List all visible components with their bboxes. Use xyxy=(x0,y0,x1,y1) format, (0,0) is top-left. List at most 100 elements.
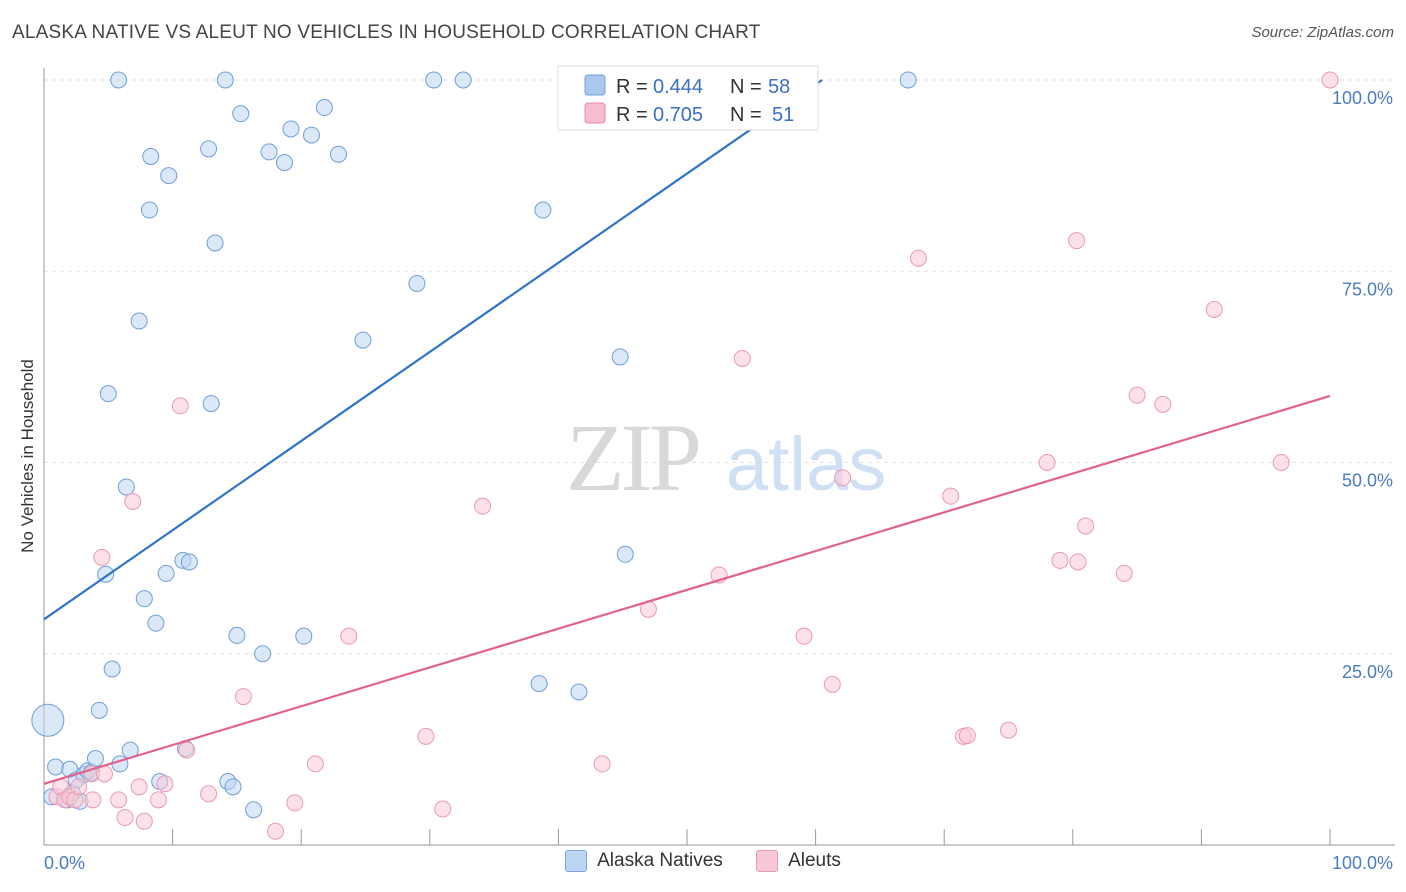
point-alaska-natives-44 xyxy=(295,627,313,645)
point-aleuts-26 xyxy=(434,800,452,818)
point-alaska-natives-26 xyxy=(157,564,175,582)
point-alaska-natives-22 xyxy=(140,201,158,219)
point-aleuts-40 xyxy=(1038,454,1056,471)
point-aleuts-49 xyxy=(1272,454,1290,471)
legend-swatch-aleuts xyxy=(756,850,779,872)
point-aleuts-23 xyxy=(306,755,324,773)
point-aleuts-34 xyxy=(834,469,852,487)
stats-legend-r-label-0: R = xyxy=(616,76,648,98)
point-alaska-natives-36 xyxy=(224,778,242,796)
series-legend: Alaska Natives Aleuts xyxy=(0,850,1406,878)
point-aleuts-11 xyxy=(116,808,134,826)
stats-legend-n-label-1: N = xyxy=(730,104,762,126)
point-alaska-natives-40 xyxy=(254,645,272,663)
point-aleuts-16 xyxy=(156,775,174,793)
point-alaska-natives-57 xyxy=(899,71,917,89)
legend-swatch-alaska-natives xyxy=(565,850,588,872)
point-aleuts-19 xyxy=(200,785,218,803)
point-alaska-natives-34 xyxy=(216,71,234,89)
point-alaska-natives-51 xyxy=(454,71,472,89)
point-alaska-natives-56 xyxy=(616,545,634,563)
point-alaska-natives-12 xyxy=(90,701,108,719)
trend-lines xyxy=(43,79,1331,785)
point-alaska-natives-37 xyxy=(228,626,246,644)
legend-label-alaska-natives: Alaska Natives xyxy=(597,850,723,871)
point-aleuts-32 xyxy=(795,627,813,645)
point-alaska-natives-14 xyxy=(99,385,117,403)
point-aleuts-42 xyxy=(1068,232,1086,250)
point-alaska-natives-49 xyxy=(408,274,426,292)
y-tick-label-2: 75.0% xyxy=(1342,279,1393,299)
point-alaska-natives-47 xyxy=(329,145,347,163)
point-aleuts-24 xyxy=(340,627,358,645)
point-aleuts-43 xyxy=(1069,553,1087,571)
point-aleuts-14 xyxy=(135,812,153,830)
legend-item-alaska-natives: Alaska Natives xyxy=(565,850,723,872)
tick-labels: 25.0% 50.0% 75.0% 100.0% 0.0% 100.0% xyxy=(44,88,1393,873)
watermark: ZIP atlas xyxy=(566,404,886,511)
point-aleuts-45 xyxy=(1115,564,1133,582)
legend-label-aleuts: Aleuts xyxy=(788,850,841,871)
point-alaska-natives-11 xyxy=(86,750,104,768)
point-aleuts-46 xyxy=(1128,386,1146,404)
point-aleuts-44 xyxy=(1077,517,1095,535)
point-alaska-natives-21 xyxy=(135,590,153,608)
stats-legend-swatch-0 xyxy=(584,74,606,96)
point-alaska-natives-42 xyxy=(275,154,293,172)
point-alaska-natives-46 xyxy=(315,99,333,117)
point-alaska-natives-27 xyxy=(160,167,178,185)
point-alaska-natives-55 xyxy=(611,348,629,366)
point-aleuts-31 xyxy=(733,349,751,367)
stats-legend-swatch-1 xyxy=(584,102,606,124)
point-aleuts-47 xyxy=(1154,395,1172,413)
point-aleuts-5 xyxy=(70,778,88,796)
point-alaska-natives-18 xyxy=(117,478,135,496)
y-axis-label: No Vehicles in Household xyxy=(18,359,37,553)
point-alaska-natives-48 xyxy=(354,331,372,349)
x-tick-label-0: 0.0% xyxy=(44,853,85,873)
stats-legend-n-value-1: 51 xyxy=(772,104,794,126)
point-alaska-natives-0 xyxy=(31,703,65,737)
data-points xyxy=(31,71,1339,840)
source-label: Source: ZipAtlas.com xyxy=(1251,24,1394,41)
stats-legend-n-value-0: 58 xyxy=(768,76,790,98)
point-alaska-natives-15 xyxy=(103,660,121,678)
point-aleuts-13 xyxy=(130,778,148,796)
point-alaska-natives-24 xyxy=(147,614,165,632)
point-aleuts-18 xyxy=(178,741,196,759)
trend-line-alaska-natives xyxy=(43,79,823,621)
point-aleuts-48 xyxy=(1205,301,1223,318)
point-aleuts-12 xyxy=(124,493,142,511)
watermark-zip: ZIP xyxy=(566,404,699,511)
point-aleuts-17 xyxy=(171,397,189,415)
trend-line-aleuts xyxy=(43,394,1331,785)
point-aleuts-38 xyxy=(958,727,976,745)
legend-item-aleuts: Aleuts xyxy=(756,850,841,872)
point-aleuts-20 xyxy=(234,688,252,706)
y-tick-label-1: 50.0% xyxy=(1342,471,1393,491)
point-alaska-natives-52 xyxy=(530,675,548,693)
point-aleuts-41 xyxy=(1051,551,1069,569)
point-aleuts-33 xyxy=(823,675,841,693)
point-alaska-natives-39 xyxy=(245,801,263,819)
point-alaska-natives-33 xyxy=(206,234,224,252)
point-aleuts-7 xyxy=(84,791,102,809)
chart-title: ALASKA NATIVE VS ALEUT NO VEHICLES IN HO… xyxy=(12,22,761,43)
point-alaska-natives-20 xyxy=(130,312,148,330)
point-alaska-natives-16 xyxy=(110,71,128,89)
stats-legend-r-value-0: 0.444 xyxy=(653,76,703,98)
point-alaska-natives-41 xyxy=(260,143,278,161)
point-alaska-natives-50 xyxy=(425,71,443,89)
stats-legend: R = 0.444 N = 58 R = 0.705 N = 51 xyxy=(557,65,819,131)
stats-legend-r-label-1: R = xyxy=(616,104,648,126)
point-alaska-natives-30 xyxy=(180,553,198,571)
point-alaska-natives-43 xyxy=(282,120,300,138)
point-aleuts-36 xyxy=(942,487,960,505)
point-aleuts-21 xyxy=(266,822,284,840)
point-alaska-natives-45 xyxy=(302,126,320,144)
point-alaska-natives-32 xyxy=(202,395,220,413)
point-aleuts-27 xyxy=(474,497,492,515)
point-alaska-natives-54 xyxy=(570,683,588,701)
point-aleuts-10 xyxy=(110,791,128,809)
